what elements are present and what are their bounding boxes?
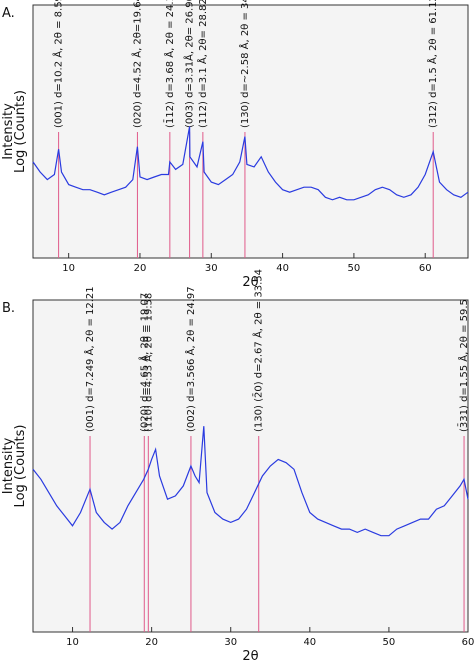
- x-tick-label: 60: [419, 263, 432, 274]
- panel-label: A.: [2, 6, 15, 21]
- plot-frame: [32, 4, 469, 259]
- peak-label: (130) (2̄0) d=2.67 Å, 2θ = 33.54: [252, 269, 265, 432]
- x-axis-label: 2θ: [242, 275, 258, 290]
- x-tick-label: 50: [383, 637, 396, 648]
- peak-label: (001) d=10.2 Å, 2θ = 8.59: [52, 0, 65, 128]
- peak-label: (002) d=3.566 Å, 2θ = 24.97: [184, 286, 197, 432]
- y-axis-label: Intensity: [1, 103, 16, 160]
- x-tick-label: 40: [303, 637, 316, 648]
- y-axis-label: Intensity: [1, 437, 16, 494]
- peak-label: (020) d=4.52 Å, 2θ=19.645: [130, 0, 143, 128]
- x-tick-label: 60: [462, 637, 474, 648]
- x-tick-label: 50: [348, 263, 361, 274]
- peak-label: (001) d=7.249 Å, 2θ = 12.21: [83, 286, 96, 432]
- x-tick-label: 20: [134, 263, 147, 274]
- x-tick-label: 30: [205, 263, 218, 274]
- peak-label: (110) d=4.53 Å, 2θ = 19.58: [141, 293, 154, 432]
- peak-label: (312) d=1.5 Å, 2θ = 61.12: [426, 0, 439, 128]
- panel-label: B.: [2, 301, 15, 316]
- y-axis-label: Log (Counts): [13, 425, 28, 508]
- peak-label: (3̄31) d=1.55 Å, 2θ = 59.5: [457, 299, 470, 432]
- peak-label: (1̄12) d=3.68 Å, 2θ = 24.19: [163, 0, 176, 128]
- x-tick-label: 30: [224, 637, 237, 648]
- plot-frame: [32, 299, 469, 633]
- peak-label: (130) d=~2.58 Å, 2θ = 34.72: [238, 0, 251, 128]
- peak-label: (112) d=3.1 Å, 2θ= 28.82: [196, 0, 209, 128]
- x-tick-label: 40: [276, 263, 289, 274]
- peak-label: (020) d=4.65 Å, 2θ = 19.07: [137, 293, 150, 432]
- peak-label: (003) d=3.31Å, 2θ= 26.96: [183, 0, 196, 128]
- x-tick-label: 10: [66, 637, 79, 648]
- x-tick-label: 20: [145, 637, 158, 648]
- spectrum-line: [32, 426, 469, 537]
- spectrum-line: [32, 126, 469, 201]
- x-axis-label: 2θ: [242, 649, 258, 664]
- y-axis-label: Log (Counts): [13, 90, 28, 173]
- x-tick-label: 10: [62, 263, 75, 274]
